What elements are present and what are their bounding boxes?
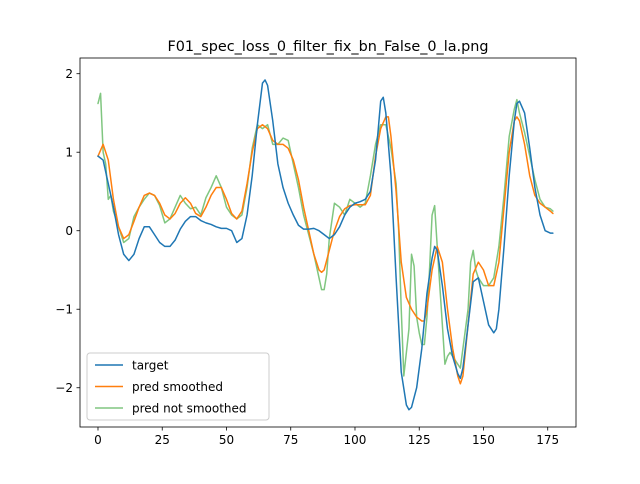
axes-layer: 0 25 50 75 100 125 150 175 −2 −1 0 1 2 (55, 57, 577, 447)
x-tick-label-2: 50 (219, 433, 234, 447)
x-tick-label-3: 75 (283, 433, 298, 447)
series-layer (97, 79, 554, 411)
x-tick-label-0: 0 (94, 433, 102, 447)
y-tick-label-1: −1 (55, 303, 73, 317)
x-tick-label-5: 125 (408, 433, 431, 447)
legend: target pred smoothed pred not smoothed (86, 352, 270, 421)
x-tick-label-7: 175 (536, 433, 559, 447)
x-tick-label-6: 150 (472, 433, 495, 447)
y-tick-label-3: 1 (65, 146, 73, 160)
x-tick-label-1: 25 (155, 433, 170, 447)
series-line-2 (97, 92, 554, 377)
y-tick-label-0: −2 (55, 381, 73, 395)
x-tick-label-4: 100 (344, 433, 367, 447)
chart-title: F01_spec_loss_0_filter_fix_bn_False_0_la… (167, 39, 488, 55)
plot-frame (79, 57, 577, 428)
legend-label-2: pred not smoothed (132, 402, 247, 416)
y-tick-label-2: 0 (65, 224, 73, 238)
legend-label-0: target (132, 359, 169, 373)
series-line-0 (97, 79, 554, 411)
y-tick-label-4: 2 (65, 67, 73, 81)
legend-label-1: pred smoothed (132, 380, 223, 394)
series-line-1 (97, 116, 554, 385)
legend-box (86, 352, 270, 421)
